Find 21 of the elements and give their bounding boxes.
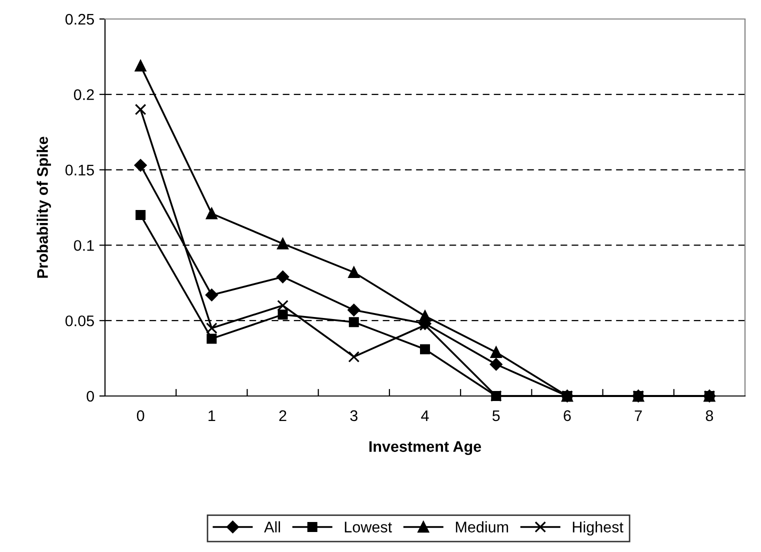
x-tick-label: 7 bbox=[634, 410, 642, 421]
x-tick-label: 4 bbox=[421, 410, 429, 421]
legend-label: Highest bbox=[572, 521, 624, 536]
legend-label: Medium bbox=[456, 521, 508, 532]
x-tick-label: 6 bbox=[564, 410, 571, 422]
y-axis-title: Probability of Spike bbox=[36, 136, 51, 278]
y-tick-label: 0.1 bbox=[74, 240, 94, 251]
y-tick-label: 0.25 bbox=[65, 14, 94, 25]
y-tick-label: 0 bbox=[86, 390, 94, 402]
x-axis-title: Investment Age bbox=[369, 441, 482, 456]
legend-label: All bbox=[264, 521, 280, 532]
legend-label: Lowest bbox=[344, 522, 392, 532]
y-tick-label: 0.05 bbox=[65, 315, 94, 326]
x-tick-label: 8 bbox=[706, 410, 714, 422]
x-tick-label: 3 bbox=[350, 410, 358, 422]
y-tick-label: 0.2 bbox=[74, 89, 94, 100]
x-tick-label: 0 bbox=[136, 410, 144, 422]
x-tick-label: 5 bbox=[492, 410, 500, 422]
x-tick-label: 1 bbox=[208, 410, 216, 421]
y-tick-label: 0.15 bbox=[65, 164, 94, 176]
x-tick-label: 2 bbox=[279, 410, 286, 421]
